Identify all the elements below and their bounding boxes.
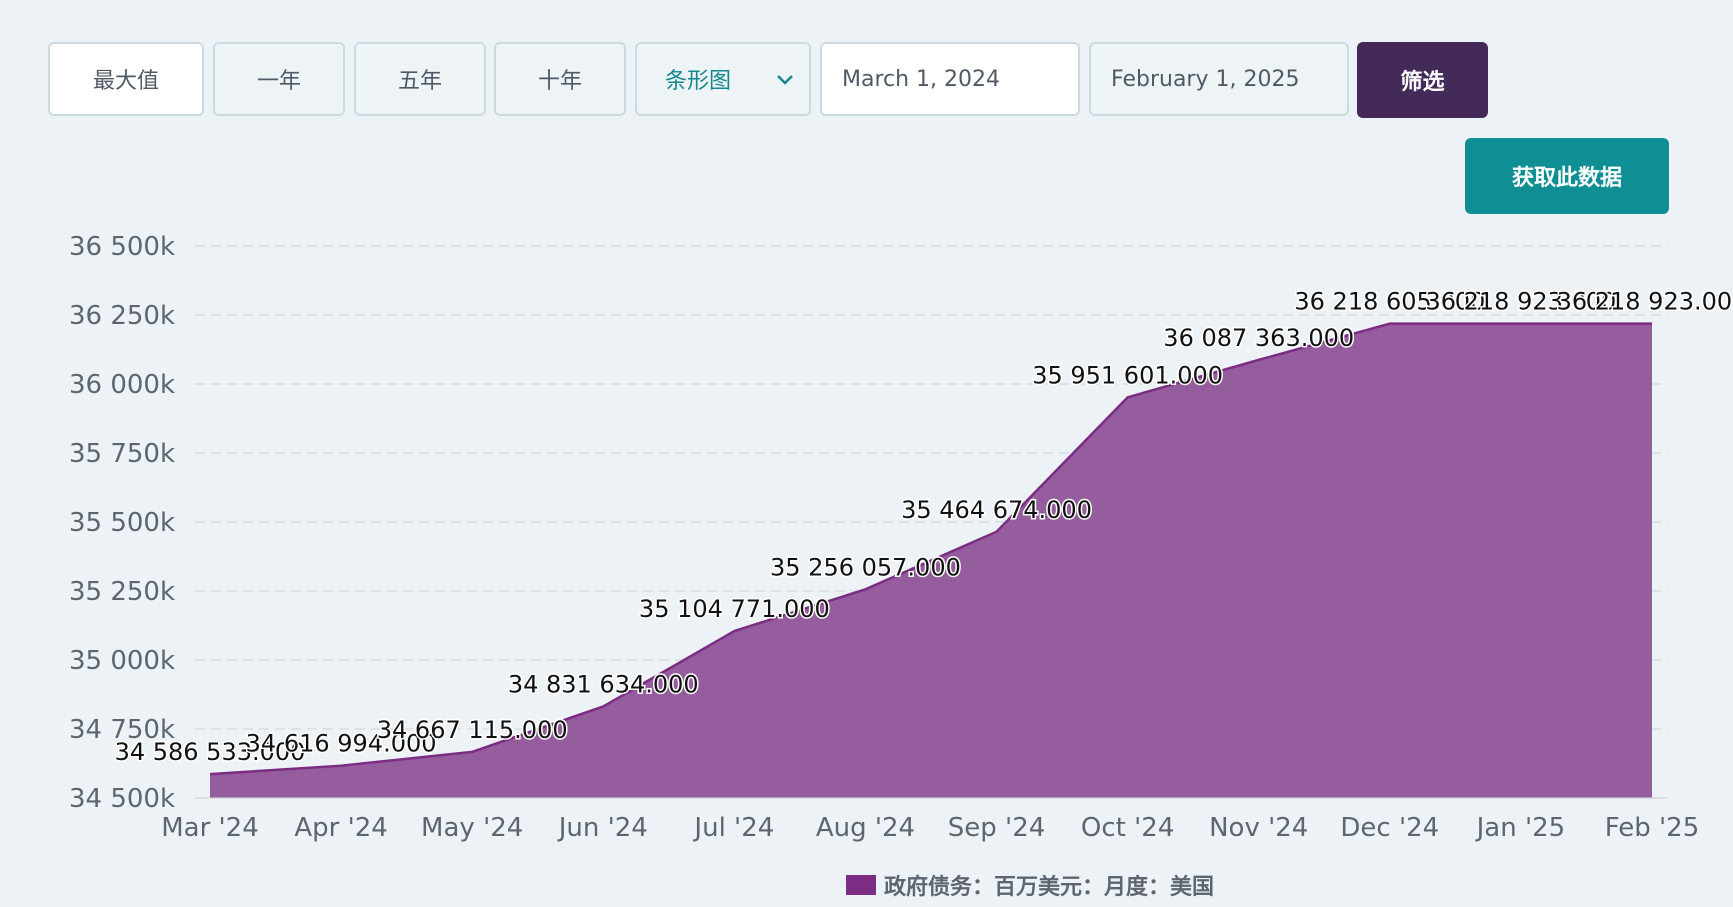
chevron-down-icon [777, 75, 793, 85]
data-label: 36 218 923.000 [1557, 288, 1733, 316]
data-label: 34 667 115.000 [377, 716, 568, 744]
data-label: 36 087 363.000 [1163, 324, 1354, 352]
x-tick-label: Aug '24 [816, 813, 915, 843]
x-tick-label: Apr '24 [294, 813, 387, 843]
data-label: 35 464 674.000 [901, 496, 1092, 524]
data-label: 36 218 923.000 [1425, 288, 1616, 316]
data-label: 34 831 634.000 [508, 670, 699, 698]
y-tick-label: 36 000k [69, 370, 175, 400]
legend-label: 政府债务：百万美元：月度：美国 [884, 875, 1215, 900]
x-tick-label: Jun '24 [557, 813, 648, 843]
range-1y-button[interactable]: 一年 [213, 42, 345, 116]
y-tick-label: 35 500k [69, 508, 175, 538]
y-tick-label: 35 250k [69, 577, 175, 607]
get-data-button[interactable]: 获取此数据 [1465, 138, 1669, 214]
y-tick-label: 34 750k [69, 715, 175, 745]
x-tick-label: Jan '25 [1475, 813, 1566, 843]
data-label: 36 218 605.000 [1294, 288, 1485, 316]
filter-button[interactable]: 筛选 [1357, 42, 1488, 118]
x-tick-label: Sep '24 [948, 813, 1046, 843]
start-date-input[interactable]: March 1, 2024 [820, 42, 1080, 116]
x-tick-label: Dec '24 [1340, 813, 1439, 843]
x-tick-label: Jul '24 [692, 813, 774, 843]
chart-type-select[interactable]: 条形图 [635, 42, 811, 116]
end-date-input[interactable]: February 1, 2025 [1089, 42, 1349, 116]
data-label: 35 256 057.000 [770, 553, 961, 581]
x-tick-label: Mar '24 [161, 813, 259, 843]
series-line [209, 322, 1652, 776]
data-label: 34 616 994.000 [246, 730, 437, 758]
x-tick-label: Nov '24 [1209, 813, 1308, 843]
range-max-button[interactable]: 最大值 [48, 42, 204, 116]
y-tick-label: 36 500k [69, 232, 175, 262]
x-tick-label: Feb '25 [1605, 813, 1700, 843]
y-tick-label: 35 000k [69, 646, 175, 676]
data-label: 34 586 533.000 [115, 738, 306, 766]
y-tick-label: 36 250k [69, 301, 175, 331]
x-tick-label: May '24 [421, 813, 523, 843]
y-tick-label: 34 500k [69, 784, 175, 814]
range-10y-button[interactable]: 十年 [494, 42, 626, 116]
data-label: 35 104 771.000 [639, 595, 830, 623]
y-tick-label: 35 750k [69, 439, 175, 469]
chart-type-label: 条形图 [665, 69, 732, 94]
chart-legend[interactable]: 政府债务：百万美元：月度：美国 [846, 870, 1214, 900]
legend-swatch [846, 875, 876, 895]
data-label: 35 951 601.000 [1032, 361, 1223, 389]
range-5y-button[interactable]: 五年 [354, 42, 486, 116]
x-tick-label: Oct '24 [1081, 813, 1174, 843]
